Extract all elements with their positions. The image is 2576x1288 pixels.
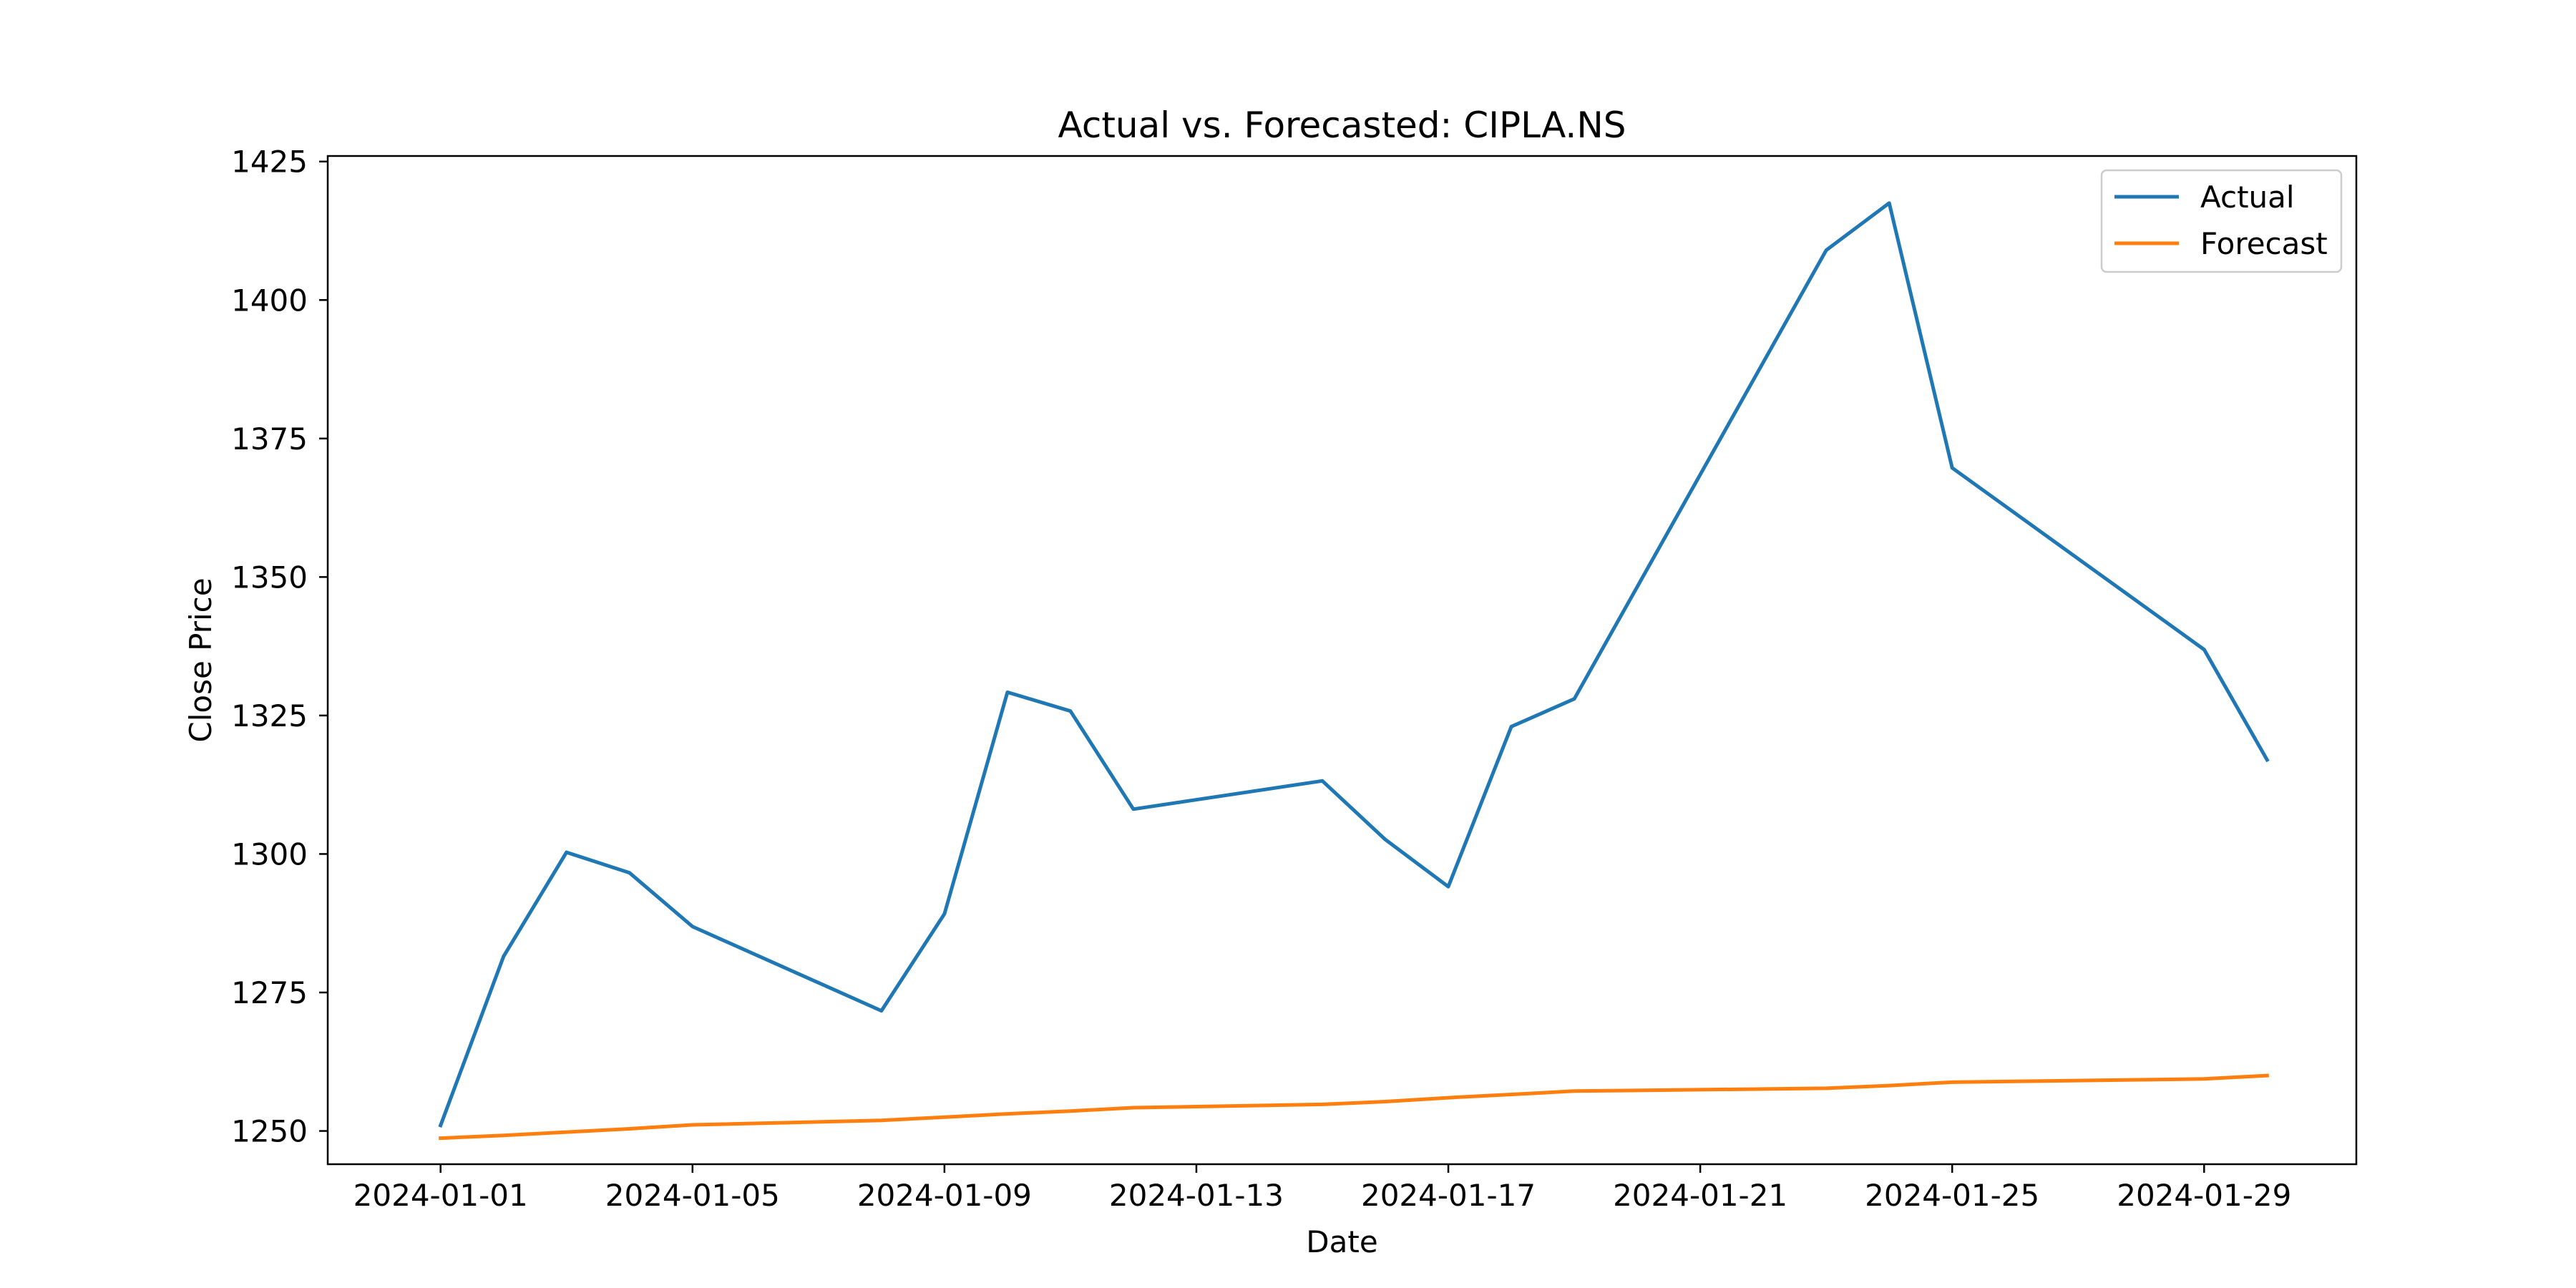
plot-frame [326, 155, 2358, 1166]
x-axis: 2024-01-01 2024-01-05 2024-01-09 2024-01-13… [353, 1164, 2291, 1213]
y-tick-label: 1300 [231, 836, 308, 872]
x-tick-label: 2024-01-25 [1865, 1178, 2039, 1213]
legend-label-actual: Actual [2200, 180, 2295, 215]
y-tick-label: 1400 [231, 283, 308, 318]
y-axis: 1250 1275 1300 1325 1350 1375 1400 1425 [231, 145, 328, 1149]
y-tick-label: 1325 [231, 698, 308, 733]
series-line-actual [438, 201, 2270, 1128]
x-tick-label: 2024-01-13 [1109, 1178, 1284, 1213]
y-axis-title: Close Price [183, 577, 218, 742]
x-tick-label: 2024-01-09 [857, 1178, 1032, 1213]
chart-title: Actual vs. Forecasted: CIPLA.NS [1058, 104, 1626, 146]
x-tick-label: 2024-01-05 [605, 1178, 780, 1213]
x-axis-title: Date [1306, 1224, 1377, 1259]
x-tick-label: 2024-01-29 [2117, 1178, 2291, 1213]
x-tick-label: 2024-01-17 [1361, 1178, 1536, 1213]
y-tick-label: 1275 [231, 975, 308, 1010]
plot-area [328, 156, 2356, 1164]
legend-label-forecast: Forecast [2200, 226, 2328, 261]
y-tick-label: 1250 [231, 1114, 308, 1149]
legend: Actual Forecast [2100, 169, 2343, 273]
x-tick-label: 2024-01-21 [1613, 1178, 1787, 1213]
x-tick-label: 2024-01-01 [353, 1178, 528, 1213]
y-tick-label: 1425 [231, 145, 308, 180]
y-tick-label: 1350 [231, 560, 308, 595]
y-tick-label: 1375 [231, 421, 308, 457]
series-layer [438, 201, 2270, 1141]
series-line-forecast [439, 1073, 2269, 1141]
